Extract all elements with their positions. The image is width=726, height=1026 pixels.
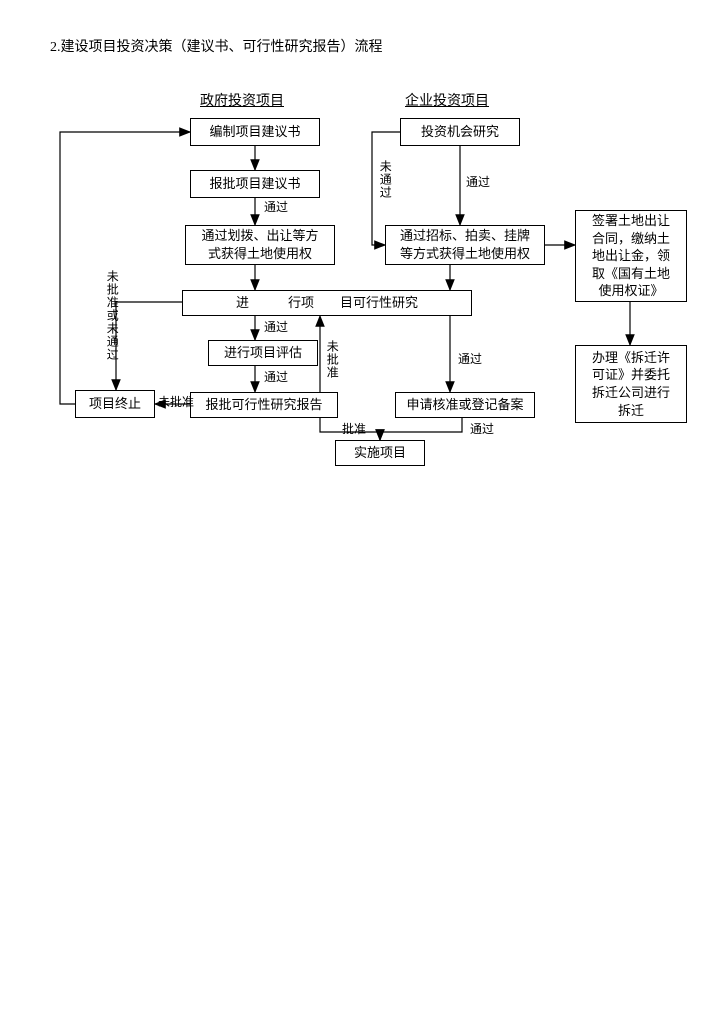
node-land-contract: 签署土地出让 合同，缴纳土 地出让金，领 取《国有土地 使用权证》 <box>575 210 687 302</box>
label-pass-gov1: 通过 <box>264 200 288 214</box>
label-fail-eval: 未批准 <box>325 340 338 379</box>
node-ent-3: 通过招标、拍卖、挂牌 等方式获得土地使用权 <box>385 225 545 265</box>
node-evaluation: 进行项目评估 <box>208 340 318 366</box>
label-pass-approve: 通过 <box>470 422 494 436</box>
label-pass-feas-left: 通过 <box>264 320 288 334</box>
node-terminate: 项目终止 <box>75 390 155 418</box>
node-implement: 实施项目 <box>335 440 425 466</box>
label-pass-feas-right: 通过 <box>458 352 482 366</box>
flow-edges <box>0 0 726 1026</box>
node-gov-3: 通过划拨、出让等方 式获得土地使用权 <box>185 225 335 265</box>
page-title: 2.建设项目投资决策（建议书、可行性研究报告）流程 <box>50 40 383 57</box>
label-pass-ent1: 通过 <box>466 175 490 189</box>
node-gov-2: 报批项目建议书 <box>190 170 320 198</box>
label-pass-eval: 通过 <box>264 370 288 384</box>
node-demolition: 办理《拆迁许 可证》并委托 拆迁公司进行 拆迁 <box>575 345 687 423</box>
label-approve-report: 批准 <box>342 422 366 436</box>
node-report: 报批可行性研究报告 <box>190 392 338 418</box>
node-approve: 申请核准或登记备案 <box>395 392 535 418</box>
node-ent-1: 投资机会研究 <box>400 118 520 146</box>
label-fail-ent1: 未通过 <box>378 160 391 199</box>
label-fail-left: 未批准或未通过 <box>105 270 118 361</box>
header-gov: 政府投资项目 <box>200 90 284 110</box>
label-fail-report: 未批准 <box>158 395 194 409</box>
header-ent: 企业投资项目 <box>405 90 489 110</box>
node-feasibility: 进 行项 目可行性研究 <box>182 290 472 316</box>
node-gov-1: 编制项目建议书 <box>190 118 320 146</box>
